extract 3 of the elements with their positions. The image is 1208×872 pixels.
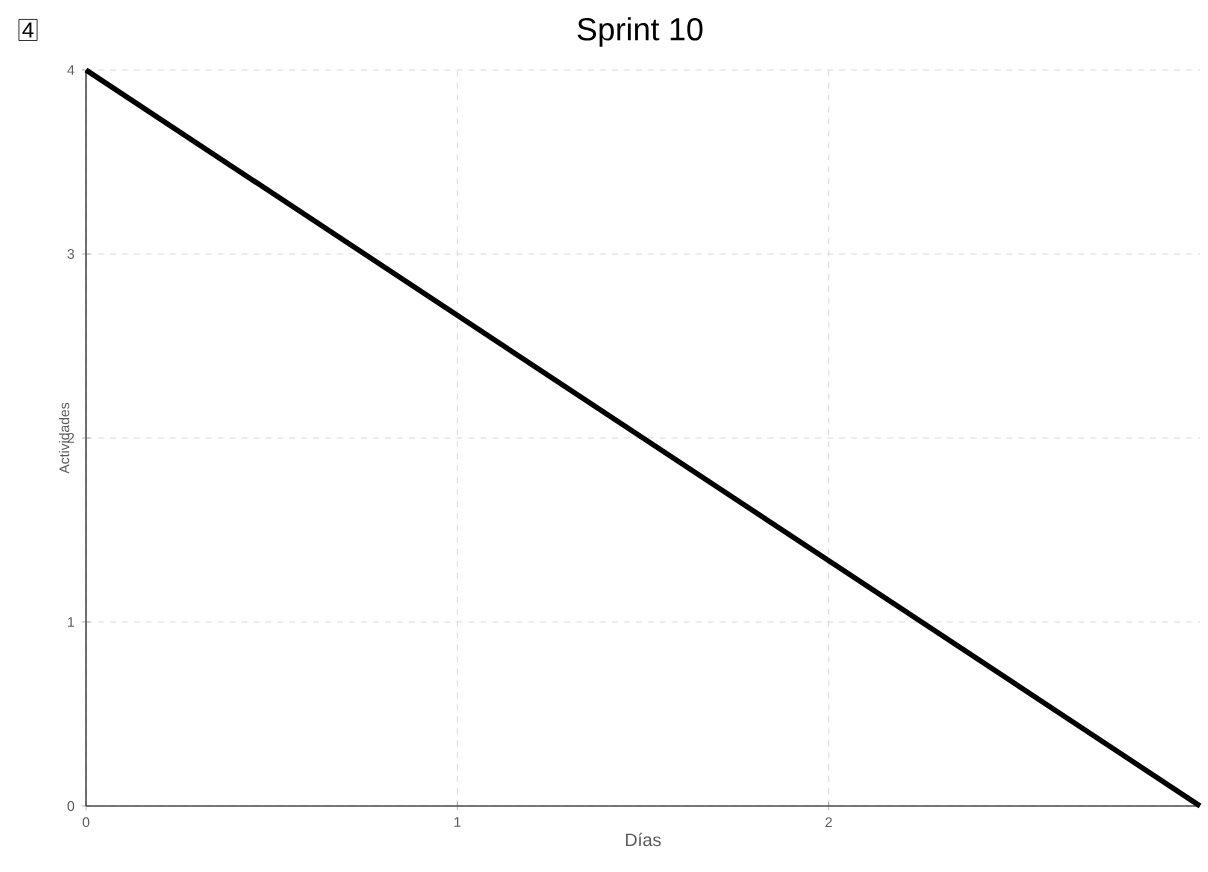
text: 4 [22, 22, 34, 38]
x-axis-title: Días [626, 832, 661, 847]
chart-title: Sprint 10 [577, 17, 703, 47]
